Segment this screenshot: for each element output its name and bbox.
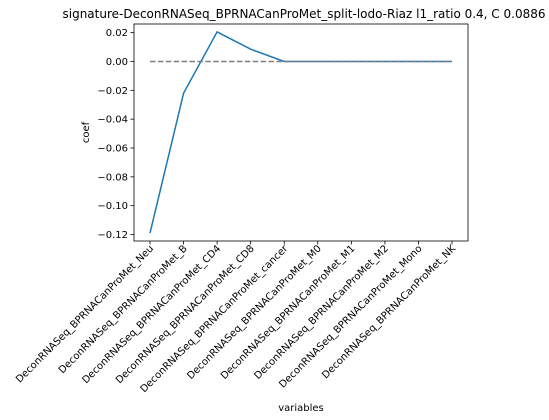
y-tick-label: −0.08 [97,172,128,183]
x-axis-label: variables [278,403,324,414]
y-tick-label: −0.04 [97,115,128,126]
chart-title: signature-DeconRNASeq_BPRNACanProMet_spl… [62,7,545,21]
y-axis-label: coef [81,121,92,143]
y-tick-label: 0.02 [106,28,128,39]
y-tick-label: 0.00 [106,57,128,68]
plot-area: 0.020.00−0.02−0.04−0.06−0.08−0.10−0.12De… [14,23,469,395]
y-tick-label: −0.10 [97,201,128,212]
plot-frame [133,23,469,242]
y-tick-label: −0.06 [97,144,128,155]
y-tick-label: −0.12 [97,230,128,241]
y-tick-label: −0.02 [97,86,128,97]
